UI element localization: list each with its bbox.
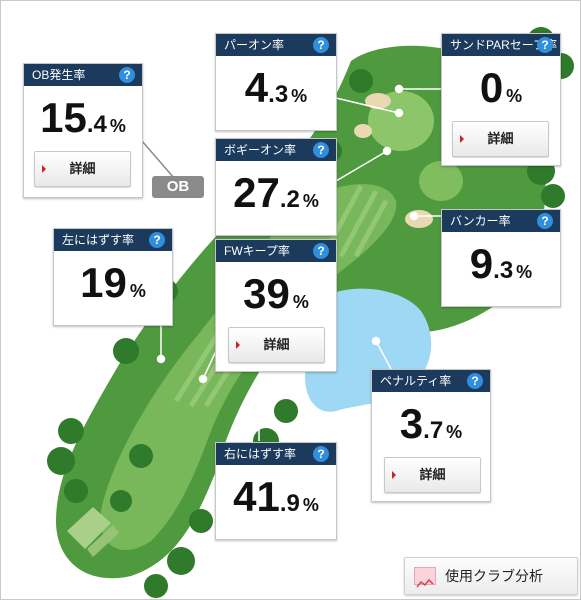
bunker-2 xyxy=(354,124,372,138)
par-on-rate-title: パーオン率 xyxy=(224,38,285,52)
bunker-rate-card: バンカー率? 9.3% xyxy=(441,209,561,307)
fairway-keep-rate-value: 39% xyxy=(243,270,309,317)
miss-right-rate-value: 41.9% xyxy=(233,473,319,520)
ob-leader-line xyxy=(141,140,175,179)
sand-save-rate-header: サンドPARセーブ率? xyxy=(442,34,560,56)
penalty-rate-value: 3.7% xyxy=(399,400,463,447)
tee-box xyxy=(67,507,111,549)
sand-save-detail-button[interactable]: 詳細 xyxy=(452,121,549,157)
chart-icon xyxy=(414,567,436,588)
sand-save-rate-title: サンドPARセーブ率 xyxy=(450,38,558,52)
arrow-right-icon xyxy=(42,165,46,173)
help-icon[interactable]: ? xyxy=(313,142,329,158)
arrow-right-icon xyxy=(392,471,396,479)
bogey-on-rate-value: 27.2% xyxy=(233,169,319,216)
bunker-1 xyxy=(365,93,391,109)
miss-left-rate-title: 左にはずす率 xyxy=(62,233,135,247)
bunker-3 xyxy=(405,210,433,228)
penalty-detail-button[interactable]: 詳細 xyxy=(384,457,481,493)
ob-rate-card: OB発生率? 15.4% 詳細 xyxy=(23,63,143,198)
miss-left-rate-header: 左にはずす率? xyxy=(54,229,172,251)
miss-left-rate-card: 左にはずす率? 19% xyxy=(53,228,173,326)
bogey-on-rate-title: ボギーオン率 xyxy=(224,143,297,157)
bogey-on-rate-header: ボギーオン率? xyxy=(216,139,336,161)
fairway-keep-detail-button[interactable]: 詳細 xyxy=(228,327,325,363)
miss-right-rate-title: 右にはずす率 xyxy=(224,447,297,461)
club-analysis-label: 使用クラブ分析 xyxy=(445,568,543,584)
leader-lines xyxy=(156,84,441,441)
sand-save-rate-value: 0% xyxy=(479,64,523,111)
front-green xyxy=(419,161,463,201)
miss-right-rate-card: 右にはずす率? 41.9% xyxy=(215,442,337,540)
fairway-keep-rate-title: FWキープ率 xyxy=(224,244,290,258)
miss-left-rate-value: 19% xyxy=(80,259,146,306)
arrow-right-icon xyxy=(460,135,464,143)
par-on-rate-value: 4.3% xyxy=(244,64,308,111)
help-icon[interactable]: ? xyxy=(537,37,553,53)
penalty-rate-title: ペナルティ率 xyxy=(380,374,452,388)
tee-box-back xyxy=(87,525,119,557)
help-icon[interactable]: ? xyxy=(313,243,329,259)
penalty-rate-card: ペナルティ率? 3.7% 詳細 xyxy=(371,369,491,502)
help-icon[interactable]: ? xyxy=(467,373,483,389)
ob-rate-value: 15.4% xyxy=(40,94,126,141)
ob-rate-header: OB発生率? xyxy=(24,64,142,86)
penalty-rate-header: ペナルティ率? xyxy=(372,370,490,392)
help-icon[interactable]: ? xyxy=(119,67,135,83)
bunker-rate-header: バンカー率? xyxy=(442,210,560,232)
help-icon[interactable]: ? xyxy=(149,232,165,248)
miss-right-rate-header: 右にはずす率? xyxy=(216,443,336,465)
help-icon[interactable]: ? xyxy=(313,446,329,462)
bunker-rate-title: バンカー率 xyxy=(450,214,511,228)
ob-detail-button[interactable]: 詳細 xyxy=(34,151,131,187)
ob-rate-title: OB発生率 xyxy=(32,68,86,82)
club-analysis-button[interactable]: 使用クラブ分析 xyxy=(404,557,578,595)
fairway-keep-rate-header: FWキープ率? xyxy=(216,240,336,262)
sand-save-rate-card: サンドPARセーブ率? 0% 詳細 xyxy=(441,33,561,166)
help-icon[interactable]: ? xyxy=(313,37,329,53)
bogey-on-rate-card: ボギーオン率? 27.2% xyxy=(215,138,337,236)
fairway-keep-rate-card: FWキープ率? 39% 詳細 xyxy=(215,239,337,372)
ob-badge: OB xyxy=(152,176,204,198)
par-on-rate-header: パーオン率? xyxy=(216,34,336,56)
help-icon[interactable]: ? xyxy=(537,213,553,229)
par-on-rate-card: パーオン率? 4.3% xyxy=(215,33,337,131)
bunker-rate-value: 9.3% xyxy=(469,240,533,287)
arrow-right-icon xyxy=(236,341,240,349)
